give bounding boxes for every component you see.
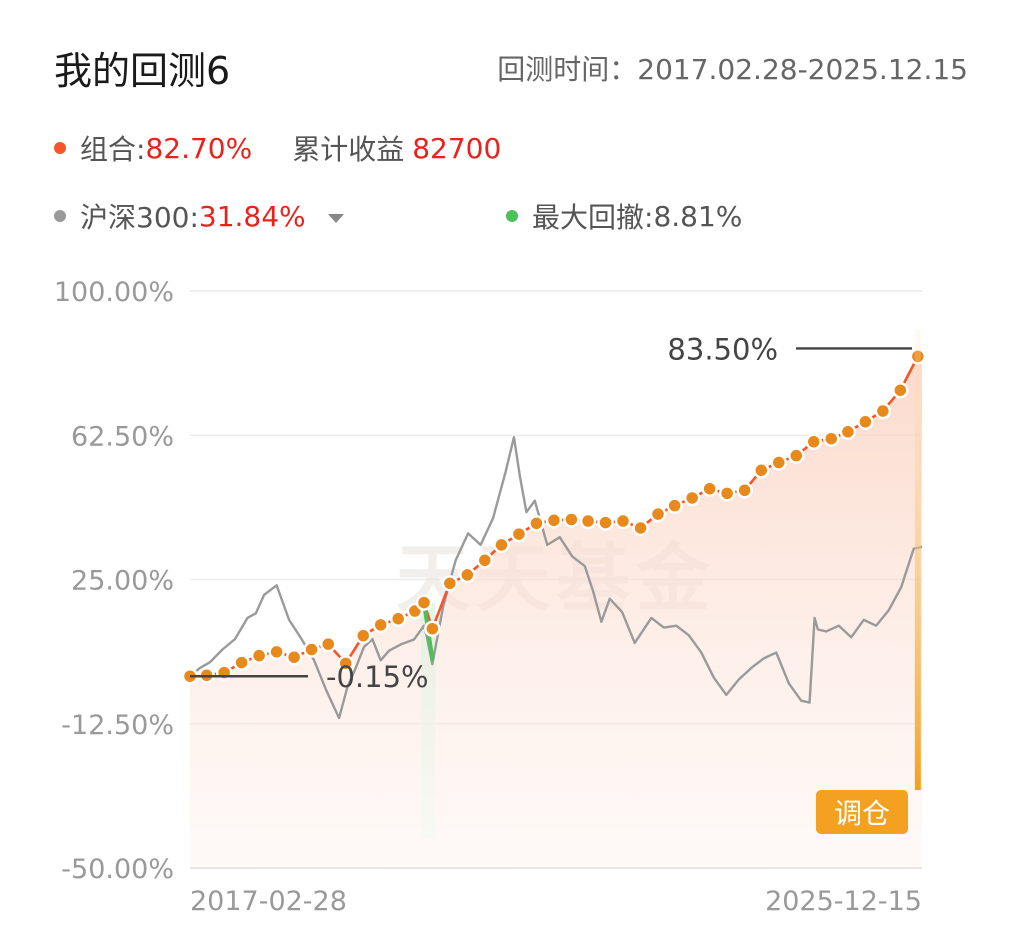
rebalance-badge [816, 790, 908, 834]
portfolio-marker [545, 512, 563, 529]
legend-benchmark[interactable]: 沪深300: 31.84% [54, 196, 344, 236]
portfolio-marker [354, 627, 372, 644]
portfolio-marker [459, 566, 476, 584]
backtest-range: 回测时间：2017.02.28-2025.12.15 [497, 53, 968, 86]
max-annotation: 83.50% [667, 332, 778, 366]
portfolio-marker [874, 402, 892, 420]
benchmark-label: 沪深300: [80, 201, 199, 234]
portfolio-marker [892, 381, 909, 399]
portfolio-marker [319, 635, 337, 653]
portfolio-marker [770, 454, 788, 471]
portfolio-marker [372, 616, 389, 634]
legend-drawdown: 最大回撤: 8.81% [506, 196, 742, 236]
portfolio-marker [632, 519, 649, 537]
portfolio-value: 82.70% [145, 131, 253, 165]
x-tick-label-start: 2017-02-28 [190, 886, 347, 917]
cumulative-value: 82700 [412, 131, 502, 165]
portfolio-marker [597, 514, 614, 531]
y-tick-label: -50.00% [61, 854, 174, 885]
portfolio-marker [303, 641, 320, 658]
benchmark-dropdown-icon[interactable] [327, 213, 344, 223]
portfolio-marker [718, 485, 736, 502]
portfolio-marker [753, 462, 770, 479]
rebalance-label: 调仓 [834, 797, 890, 830]
portfolio-area [190, 354, 922, 869]
portfolio-marker [822, 430, 840, 447]
portfolio-marker [788, 447, 805, 464]
portfolio-marker [528, 515, 545, 532]
min-annotation: -0.15% [326, 660, 429, 694]
drawdown-dot-icon [506, 210, 518, 222]
portfolio-marker [337, 655, 354, 672]
portfolio-marker [666, 497, 683, 514]
portfolio-marker [579, 512, 597, 530]
portfolio-marker [233, 654, 250, 671]
benchmark-line [189, 435, 923, 720]
portfolio-marker [250, 647, 268, 664]
portfolio-marker [415, 594, 433, 611]
y-tick-label: 25.00% [71, 566, 174, 597]
portfolio-marker [614, 512, 632, 530]
portfolio-marker [424, 620, 441, 637]
portfolio-marker [389, 610, 407, 627]
portfolio-marker [441, 575, 459, 592]
portfolio-marker [510, 525, 528, 543]
y-tick-label: 62.50% [71, 421, 174, 452]
rebalance-line [914, 330, 921, 790]
portfolio-marker [839, 423, 857, 441]
page-title: 我的回测6 [54, 49, 231, 93]
portfolio-marker [215, 664, 233, 681]
portfolio-marker [857, 413, 874, 431]
drawdown-value: 8.81% [653, 199, 743, 233]
portfolio-marker [476, 552, 494, 569]
y-tick-label: 100.00% [54, 277, 174, 308]
portfolio-marker [563, 511, 580, 528]
portfolio-marker [268, 643, 285, 661]
drawdown-label: 最大回撤: [532, 201, 654, 234]
cumulative-label: 累计收益 [292, 133, 405, 166]
benchmark-value: 31.84% [198, 199, 306, 233]
benchmark-dot-icon [54, 210, 66, 222]
portfolio-marker [285, 648, 303, 666]
x-tick-label-end: 2025-12-15 [765, 886, 922, 917]
y-tick-label: -12.50% [61, 710, 174, 741]
legend-portfolio[interactable]: 组合: 82.70% 累计收益 82700 [54, 128, 501, 168]
portfolio-marker [683, 489, 701, 507]
portfolio-marker [736, 482, 753, 499]
portfolio-dot-icon [54, 142, 66, 154]
portfolio-marker [805, 433, 822, 451]
portfolio-marker [649, 505, 667, 523]
portfolio-marker [493, 536, 510, 554]
portfolio-label: 组合: [80, 133, 146, 166]
portfolio-marker [701, 480, 718, 497]
